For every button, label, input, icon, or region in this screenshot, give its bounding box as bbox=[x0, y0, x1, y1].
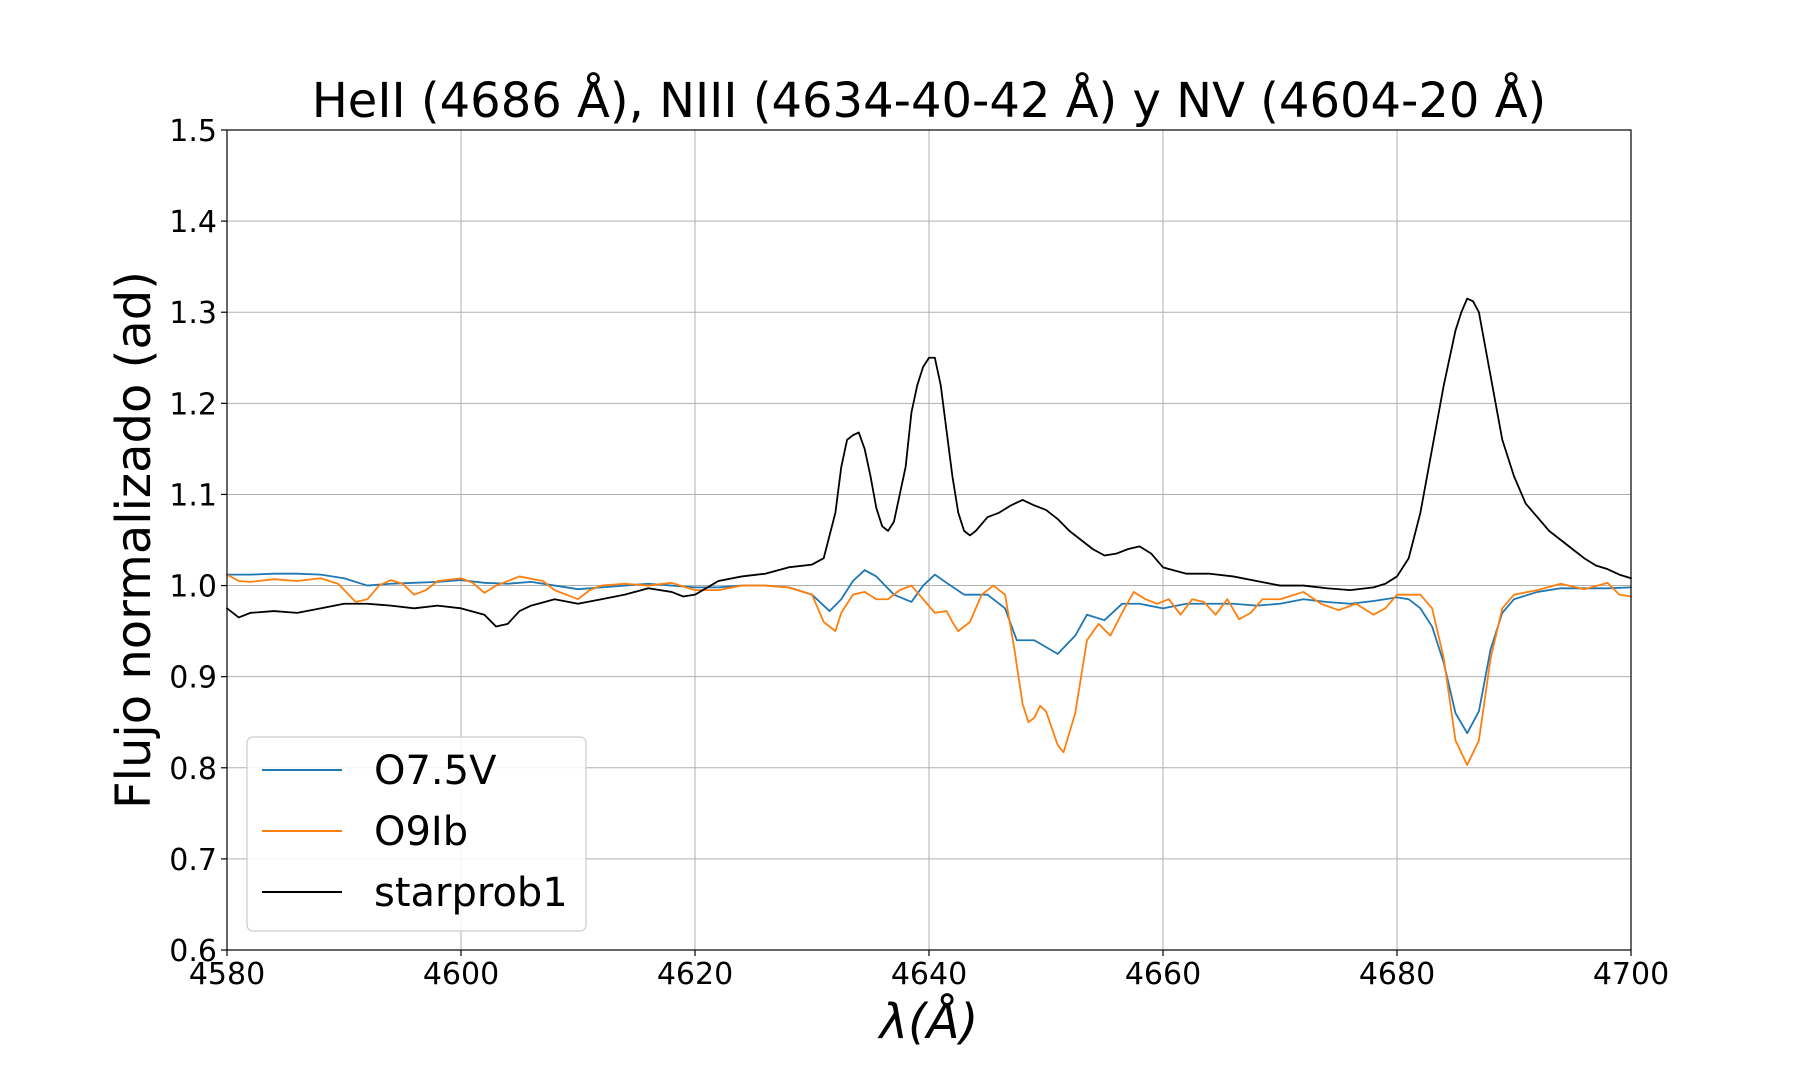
y-tick-label: 0.7 bbox=[169, 843, 217, 878]
y-tick-label: 0.8 bbox=[169, 752, 217, 787]
y-tick-label: 1.0 bbox=[169, 570, 217, 605]
legend-label: starprob1 bbox=[374, 870, 568, 916]
y-tick-label: 1.2 bbox=[169, 387, 217, 422]
x-tick-label: 4640 bbox=[891, 957, 967, 992]
legend-label: O9Ib bbox=[374, 809, 468, 855]
chart-title: HeII (4686 Å), NIII (4634-40-42 Å) y NV … bbox=[312, 72, 1547, 129]
x-tick-label: 4660 bbox=[1125, 957, 1201, 992]
x-tick-label: 4620 bbox=[657, 957, 733, 992]
x-axis-label: λ(Å) bbox=[877, 993, 979, 1050]
x-tick-label: 4680 bbox=[1359, 957, 1435, 992]
x-tick-label: 4700 bbox=[1593, 957, 1669, 992]
legend-label: O7.5V bbox=[374, 748, 497, 794]
y-tick-label: 0.9 bbox=[169, 661, 217, 696]
tick-marks bbox=[221, 129, 1632, 956]
y-tick-label: 1.4 bbox=[169, 205, 217, 240]
y-axis-label: Flujo normalizado (ad) bbox=[106, 271, 162, 809]
legend: O7.5V O9Ib starprob1 bbox=[246, 736, 587, 932]
y-tick-label: 1.5 bbox=[169, 114, 217, 149]
y-tick-label: 0.6 bbox=[169, 934, 217, 969]
legend-box bbox=[246, 736, 587, 932]
y-tick-labels: 0.6 0.7 0.8 0.9 1.0 1.1 1.2 1.3 1.4 1.5 bbox=[169, 114, 217, 969]
y-tick-label: 1.3 bbox=[169, 296, 217, 331]
y-tick-label: 1.1 bbox=[169, 478, 217, 513]
x-tick-labels: 4580 4600 4620 4640 4660 4680 4700 bbox=[189, 957, 1669, 992]
series-line-o9ib bbox=[226, 573, 1632, 766]
legend-items: O7.5V O9Ib starprob1 bbox=[262, 748, 568, 916]
x-tick-label: 4600 bbox=[423, 957, 499, 992]
x-tick-label: 4580 bbox=[189, 957, 265, 992]
series-lines bbox=[226, 297, 1632, 766]
series-line-starprob1 bbox=[226, 297, 1632, 628]
series-line-o7-5v bbox=[226, 569, 1632, 735]
